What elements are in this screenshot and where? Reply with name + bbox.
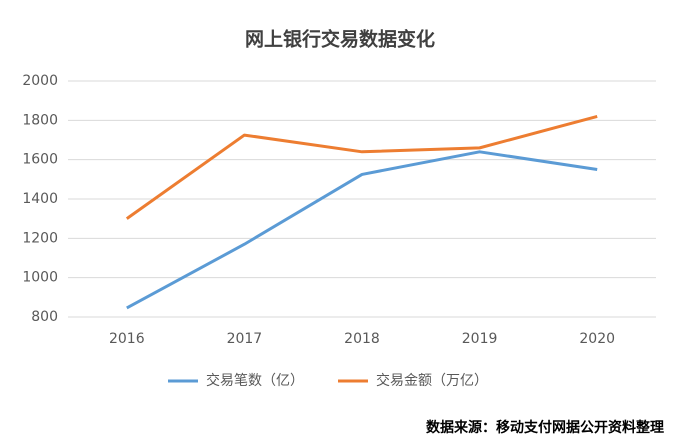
x-tick-label: 2016 xyxy=(109,331,145,347)
line-series xyxy=(125,114,598,220)
y-tick-label: 800 xyxy=(31,309,58,325)
y-tick-label: 1200 xyxy=(22,230,58,246)
legend-label: 交易金额（万亿） xyxy=(376,372,488,389)
y-tick-label: 1400 xyxy=(22,191,58,207)
y-tick-label: 1600 xyxy=(22,152,58,168)
x-tick-label: 2018 xyxy=(344,331,380,347)
chart-title: 网上银行交易数据变化 xyxy=(245,28,435,51)
y-tick-label: 1000 xyxy=(22,270,58,286)
x-tick-label: 2019 xyxy=(462,331,498,347)
x-tick-label: 2017 xyxy=(227,331,263,347)
line-series xyxy=(126,150,598,310)
legend-label: 交易笔数（亿） xyxy=(206,372,304,389)
source-note: 数据来源：移动支付网据公开资料整理 xyxy=(426,419,664,436)
y-tick-label: 2000 xyxy=(22,73,58,89)
x-tick-label: 2020 xyxy=(579,331,615,347)
y-tick-label: 1800 xyxy=(22,112,58,128)
